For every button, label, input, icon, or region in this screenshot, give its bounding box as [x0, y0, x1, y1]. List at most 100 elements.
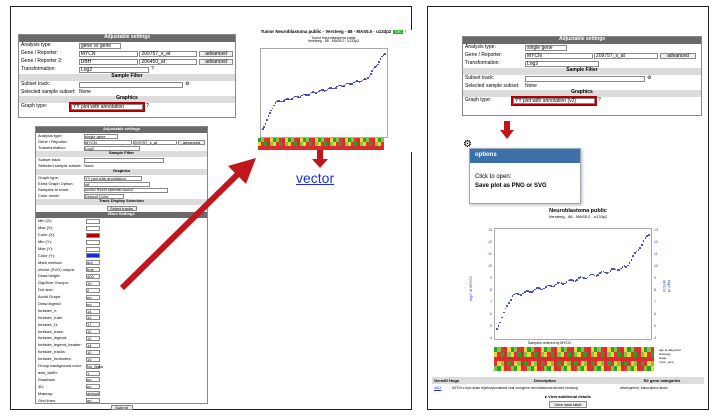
- field-input[interactable]: 10: [86, 280, 100, 286]
- gene-reporter-input[interactable]: 209757_s_at: [594, 53, 658, 59]
- heatmap-cell: [597, 351, 601, 357]
- field-input[interactable]: 17: [86, 322, 100, 328]
- vector-link[interactable]: vector: [296, 170, 335, 186]
- th-description: Description: [533, 378, 556, 383]
- heatmap-cell: [650, 347, 654, 352]
- gene1-input[interactable]: MYCN: [78, 51, 139, 57]
- graphics-title: Graphics: [19, 95, 235, 103]
- heatmap-cell: [577, 366, 581, 371]
- analysis-type-select[interactable]: single gene: [525, 45, 567, 51]
- advanced-button[interactable]: advanced: [178, 139, 205, 145]
- select-tracks-button[interactable]: Select tracks: [106, 206, 137, 211]
- data-point: [548, 284, 550, 287]
- field-input[interactable]: 12: [86, 329, 100, 335]
- gene2-reporter-input[interactable]: 206450_at: [139, 59, 198, 65]
- help-icon[interactable]: ?: [598, 97, 601, 104]
- subset-track-select[interactable]: [84, 157, 164, 163]
- gene1-reporter-input[interactable]: 209757_s_at: [139, 51, 198, 57]
- field-input[interactable]: 10: [86, 349, 100, 355]
- help-icon[interactable]: ?: [404, 29, 407, 35]
- field-input[interactable]: 1: [86, 370, 100, 376]
- data-point: [588, 274, 591, 277]
- field-input[interactable]: [86, 253, 100, 259]
- data-point: [602, 270, 605, 273]
- field-input[interactable]: 12: [86, 336, 100, 342]
- analysis-type-select[interactable]: gene vs gene: [79, 43, 121, 49]
- transformation-select[interactable]: Log2: [84, 145, 140, 151]
- gear-icon[interactable]: ⚙: [463, 139, 472, 150]
- samples-mark-input[interactable]: AccID2 R4444 epicenter AccID2: [84, 187, 168, 193]
- graph-type-select[interactable]: YY plot with annotation: [69, 102, 145, 112]
- view-details-link[interactable]: View additional details: [548, 394, 591, 399]
- color-mode-select[interactable]: Default Color: [84, 193, 124, 199]
- gene2-input[interactable]: DBH: [78, 59, 139, 65]
- subset-track-select[interactable]: [79, 82, 183, 88]
- heatmap-cell: [258, 142, 261, 146]
- gene-input[interactable]: MYCN: [525, 53, 593, 59]
- field-input[interactable]: [86, 225, 100, 231]
- field-input[interactable]: [86, 239, 100, 245]
- heatmap-cell: [570, 356, 574, 362]
- gear-icon[interactable]: ⚙: [647, 75, 652, 82]
- field-input[interactable]: 10: [86, 356, 100, 362]
- graph-type-select[interactable]: YY plot with annotation: [84, 175, 142, 181]
- advanced-button[interactable]: advanced: [660, 53, 696, 59]
- data-point: [315, 92, 317, 94]
- advanced-button[interactable]: advanced: [199, 51, 234, 57]
- heatmap-cell: [297, 142, 300, 146]
- field-input[interactable]: No_Back: [86, 363, 104, 369]
- gene-reporter-input[interactable]: 209757_s_at: [133, 139, 177, 145]
- graph-type-select[interactable]: YY plot with annotation (v2): [511, 96, 597, 106]
- field-input[interactable]: 400: [86, 274, 100, 280]
- heatmap-cell: [640, 366, 644, 371]
- field-input[interactable]: [86, 246, 100, 252]
- heatmap-cell: [577, 347, 581, 352]
- field-input[interactable]: true: [86, 267, 100, 273]
- field-label: Color (X):: [38, 232, 56, 238]
- popup-save-link[interactable]: Save plot as PNG or SVG: [475, 183, 547, 189]
- heatmap-cell: [510, 347, 514, 352]
- data-point: [346, 82, 348, 85]
- settings-field-row: Makeup: default: [36, 390, 207, 397]
- help-icon[interactable]: ?: [146, 103, 149, 110]
- heatmap-cell: [297, 146, 300, 150]
- advanced2-button[interactable]: advanced: [199, 59, 234, 65]
- transformation-select[interactable]: Log2: [79, 67, 149, 73]
- heatmap-cell: [285, 146, 288, 150]
- heatmap-cell: [573, 366, 578, 371]
- field-input[interactable]: default: [86, 391, 100, 397]
- heatmap-cell: [520, 361, 524, 367]
- heatmap-cell: [637, 356, 641, 362]
- heatmap-cell: [573, 351, 578, 357]
- submit-button[interactable]: Submit: [110, 404, 133, 410]
- heatmap-cell: [378, 146, 381, 150]
- transformation-select[interactable]: Log2: [525, 61, 599, 67]
- field-input[interactable]: no: [86, 377, 100, 383]
- expand-icon[interactable]: ▸: [545, 394, 548, 399]
- ok-badge[interactable]: OK: [393, 29, 403, 35]
- gene-input[interactable]: MYCN: [84, 139, 132, 145]
- field-input[interactable]: on: [86, 398, 100, 404]
- subset-track-select[interactable]: [525, 76, 645, 82]
- field-input[interactable]: no: [86, 301, 100, 307]
- heatmap-cell: [282, 138, 285, 142]
- view-table-button[interactable]: View data table: [549, 401, 587, 408]
- help-icon[interactable]: ?: [151, 66, 154, 73]
- td-geneid[interactable]: 4613: [434, 385, 442, 390]
- field-input[interactable]: [86, 232, 100, 238]
- heatmap-cell: [345, 146, 348, 150]
- extra-option-select[interactable]: off: [84, 181, 150, 187]
- field-input[interactable]: 14: [86, 308, 100, 314]
- heatmap-cell: [348, 146, 351, 150]
- field-input[interactable]: 2: [86, 287, 100, 293]
- field-input[interactable]: 12: [86, 315, 100, 321]
- field-input[interactable]: 14: [86, 342, 100, 348]
- field-input[interactable]: [86, 218, 100, 224]
- analysis-type-select[interactable]: single gene: [84, 133, 118, 139]
- field-input[interactable]: no: [86, 384, 100, 390]
- heatmap-cell: [633, 356, 638, 362]
- legend-item: age at diagnosis: [659, 348, 681, 352]
- field-input[interactable]: no: [86, 294, 100, 300]
- field-input[interactable]: dot: [86, 260, 100, 266]
- gear-icon[interactable]: ⚙: [185, 81, 190, 88]
